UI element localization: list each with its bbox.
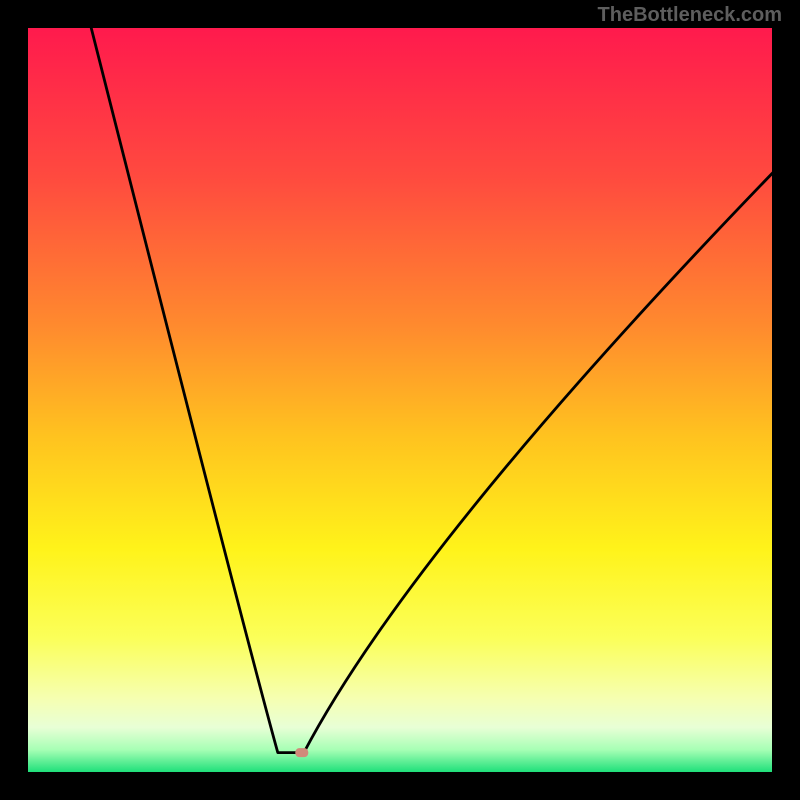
optimum-marker — [295, 748, 308, 757]
curve-layer — [28, 28, 772, 772]
plot-area — [28, 28, 772, 772]
bottleneck-curve — [91, 28, 772, 753]
chart-container: TheBottleneck.com — [0, 0, 800, 800]
watermark-label: TheBottleneck.com — [598, 4, 782, 27]
